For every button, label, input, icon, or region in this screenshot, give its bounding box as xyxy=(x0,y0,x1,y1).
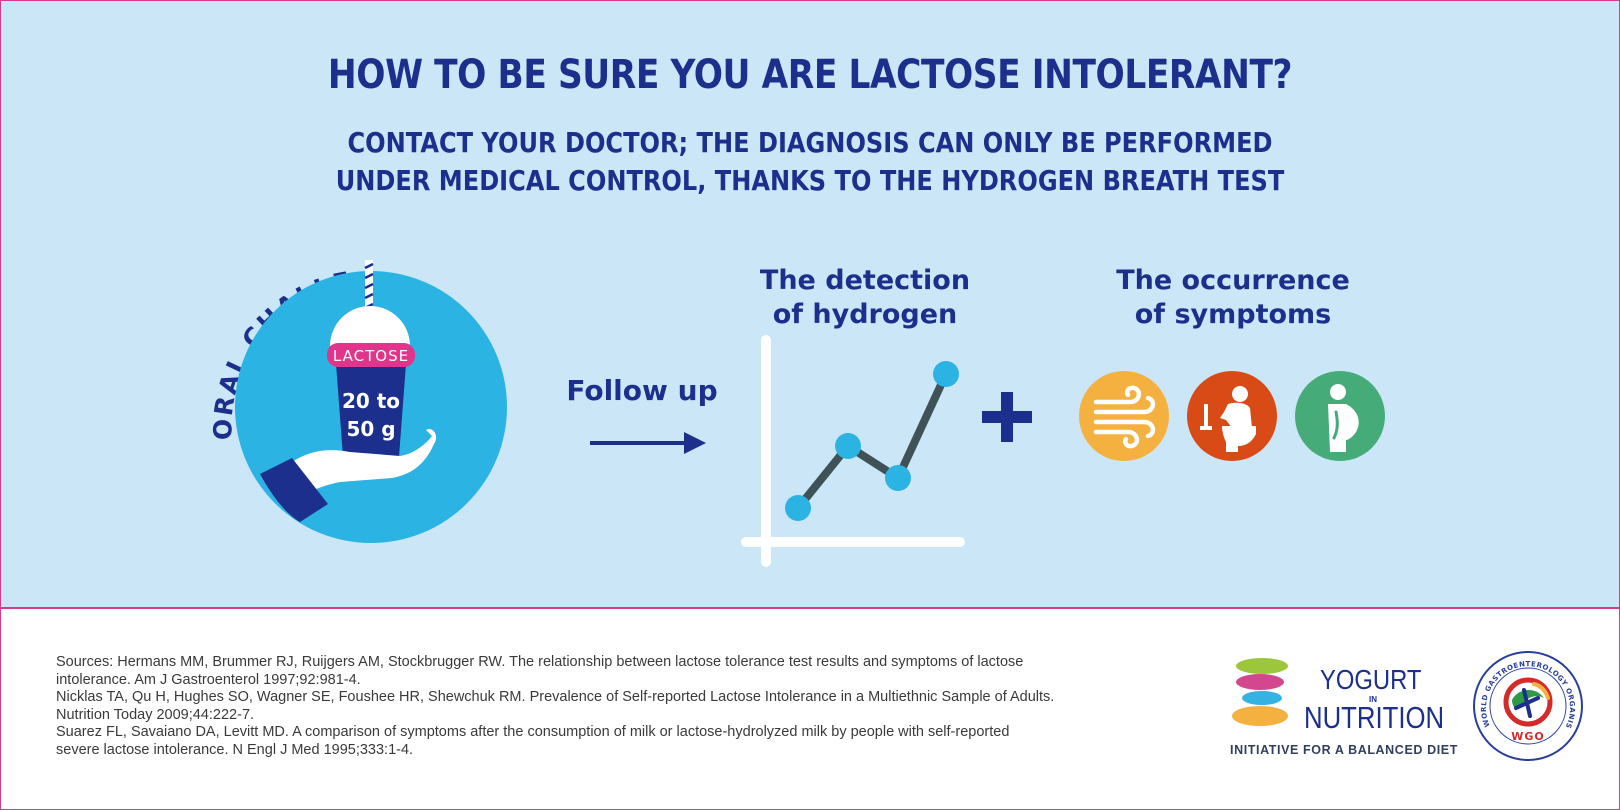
symptoms-line-1: The occurrence xyxy=(1116,265,1350,296)
graph-point xyxy=(933,361,959,387)
source-line: severe lactose intolerance. N Engl J Med… xyxy=(56,741,414,758)
yogurt-logo-line-2: NUTRITION xyxy=(1304,700,1445,735)
plus-icon xyxy=(982,392,1032,442)
subtitle-line-2: UNDER MEDICAL CONTROL, THANKS TO THE HYD… xyxy=(335,164,1285,197)
symptoms-line-2: of symptoms xyxy=(1134,299,1332,330)
symptoms-heading: The occurrence of symptoms xyxy=(1090,264,1376,332)
detection-line-2: of hydrogen xyxy=(772,299,958,330)
source-line: intolerance. Am J Gastroenterol 1997;92:… xyxy=(56,671,361,688)
sources-text: Sources: Hermans MM, Brummer RJ, Ruijger… xyxy=(56,654,1186,759)
yogurt-stones-logo-icon xyxy=(1232,658,1288,726)
source-line: Nutrition Today 2009;44:222-7. xyxy=(56,706,255,723)
source-line: Sources: Hermans MM, Brummer RJ, Ruijger… xyxy=(56,654,1024,670)
cup-label: LACTOSE xyxy=(333,347,409,365)
follow-up-arrow-icon xyxy=(590,432,706,454)
wgo-logo-icon: WORLD GASTROENTEROLOGY ORGANISATION WGO xyxy=(1469,644,1583,761)
graph-point xyxy=(835,433,861,459)
hydrogen-graph-illustration xyxy=(741,335,965,567)
yogurt-logo-tagline: INITIATIVE FOR A BALANCED DIET xyxy=(1230,743,1458,757)
graph-line xyxy=(794,372,950,511)
page-subtitle: CONTACT YOUR DOCTOR; THE DIAGNOSIS CAN O… xyxy=(113,124,1506,200)
page-title: HOW TO BE SURE YOU ARE LACTOSE INTOLERAN… xyxy=(327,52,1293,98)
wgo-short-text: WGO xyxy=(1511,730,1545,743)
yogurt-logo-in: IN xyxy=(1369,695,1377,704)
bloating-icon xyxy=(1295,371,1385,461)
detection-heading: The detection of hydrogen xyxy=(740,264,990,332)
cup-icon xyxy=(327,306,415,470)
follow-up-label: Follow up xyxy=(566,374,718,407)
source-line: Suarez FL, Savaiano DA, Levitt MD. A com… xyxy=(56,724,1010,740)
toilet-icon xyxy=(1187,371,1277,461)
wind-icon xyxy=(1079,371,1169,461)
source-line: Nicklas TA, Qu H, Hughes SO, Wagner SE, … xyxy=(56,689,1055,705)
subtitle-line-1: CONTACT YOUR DOCTOR; THE DIAGNOSIS CAN O… xyxy=(347,126,1273,159)
oral-challenge-illustration: ORAL CHALLENGE LACTOSE 20 to 50 g xyxy=(189,207,507,543)
detection-line-1: The detection xyxy=(759,265,971,296)
hand-icon xyxy=(260,429,437,522)
graph-point xyxy=(785,495,811,521)
dose-line-1: 20 to xyxy=(342,389,400,413)
yogurt-logo-line-1: YOGURT xyxy=(1320,664,1422,695)
graph-point xyxy=(885,465,911,491)
dose-line-2: 50 g xyxy=(346,417,395,441)
